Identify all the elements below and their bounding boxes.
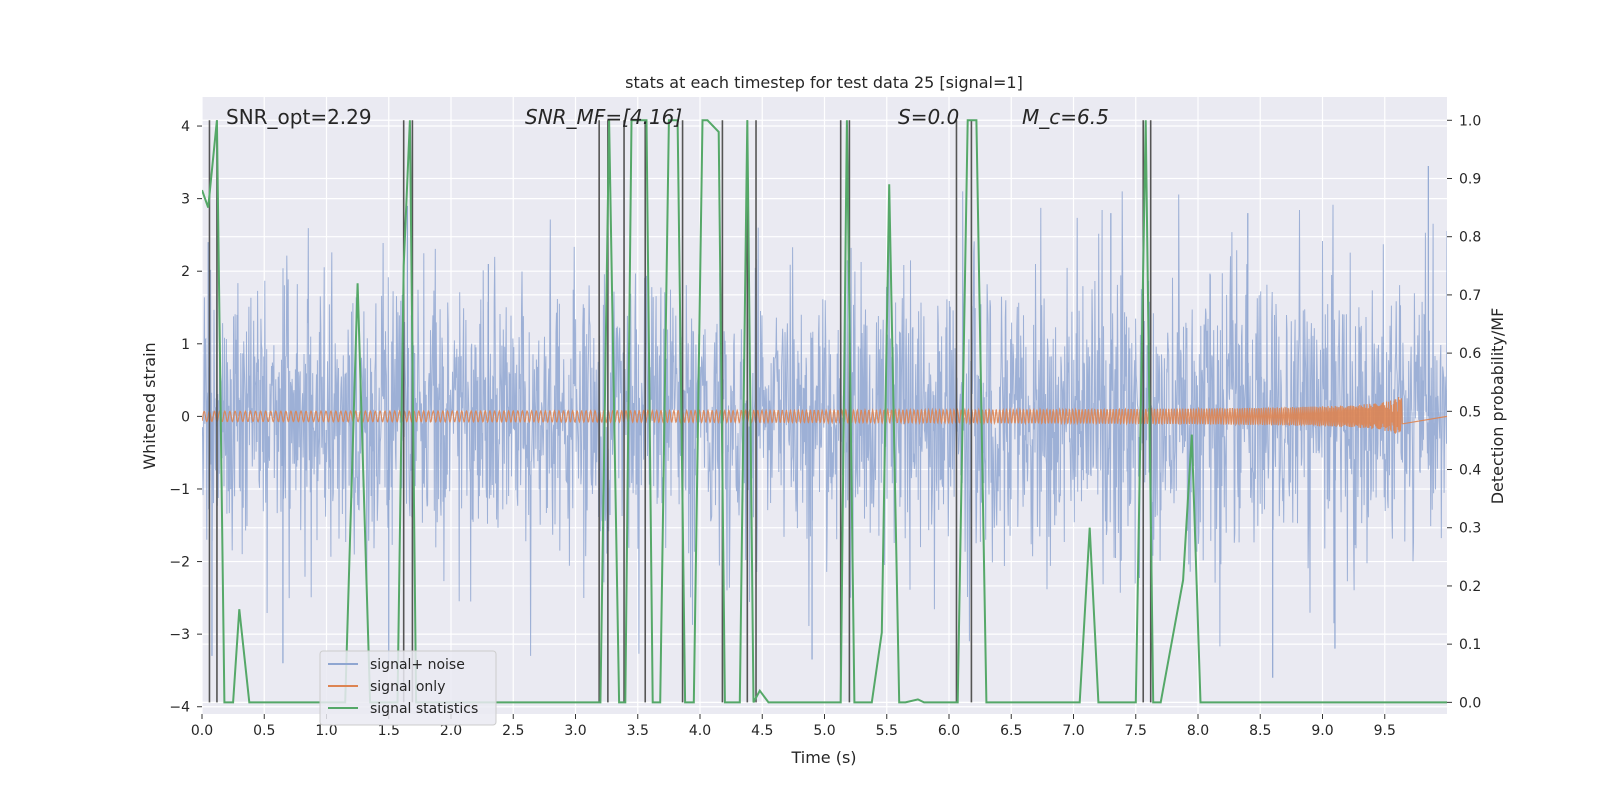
y-tick-label-right: 0.3 xyxy=(1459,521,1481,537)
y-tick-label-right: 1.0 xyxy=(1459,113,1481,129)
x-tick-label: 1.0 xyxy=(315,723,337,739)
y-tick-label-left: −2 xyxy=(169,555,190,571)
x-tick-label: 5.0 xyxy=(813,723,835,739)
x-tick-label: 9.0 xyxy=(1311,723,1333,739)
axes: 0.0 0.5 1.0 1.5 2.0 2.5 3.0 3.5 4.0 4.5 5.0 5.5 6.0 6… xyxy=(169,113,1481,739)
x-tick-label: 8.5 xyxy=(1249,723,1271,739)
x-tick-label: 4.5 xyxy=(751,723,773,739)
x-tick-label: 5.5 xyxy=(876,723,898,739)
x-tick-label: 0.5 xyxy=(253,723,275,739)
y-tick-label-left: −4 xyxy=(169,700,190,716)
noise-series xyxy=(202,165,1447,678)
y-tick-label-right: 0.0 xyxy=(1459,695,1481,711)
annotations: SNR_opt=2.29 SNR_MF=[4.16] S=0.0 M_c=6.5 xyxy=(226,105,1109,129)
x-tick-label: 2.5 xyxy=(502,723,524,739)
y-axis-label-left: Whitened strain xyxy=(140,342,159,469)
y-axis-label-right: Detection probability/MF xyxy=(1488,308,1507,505)
x-axis-label: Time (s) xyxy=(790,748,856,767)
x-tick-label: 8.0 xyxy=(1187,723,1209,739)
x-tick-label: 7.5 xyxy=(1125,723,1147,739)
x-tick-label: 0.0 xyxy=(191,723,213,739)
x-tick-label: 6.0 xyxy=(938,723,960,739)
annotation-snr-opt: SNR_opt=2.29 xyxy=(226,105,372,129)
y-tick-label-left: 1 xyxy=(181,337,190,353)
y-tick-label-left: 0 xyxy=(181,409,190,425)
x-tick-label: 4.0 xyxy=(689,723,711,739)
chart-title: stats at each timestep for test data 25 … xyxy=(625,73,1023,92)
y-tick-label-right: 0.6 xyxy=(1459,346,1481,362)
x-tick-label: 3.0 xyxy=(564,723,586,739)
y-tick-label-left: −1 xyxy=(169,482,190,498)
x-tick-label: 6.5 xyxy=(1000,723,1022,739)
y-tick-label-left: 2 xyxy=(181,264,190,280)
x-tick-label: 2.0 xyxy=(440,723,462,739)
annotation-s: S=0.0 xyxy=(898,105,959,129)
y-tick-label-right: 0.7 xyxy=(1459,288,1481,304)
x-tick-label: 9.5 xyxy=(1374,723,1396,739)
annotation-snr-mf: SNR_MF=[4.16] xyxy=(525,105,682,129)
y-tick-label-right: 0.8 xyxy=(1459,230,1481,246)
legend-entry-signal: signal only xyxy=(370,679,445,695)
legend: signal+ noise signal only signal statist… xyxy=(319,650,497,726)
y-tick-label-left: −3 xyxy=(169,627,190,643)
y-tick-label-right: 0.5 xyxy=(1459,404,1481,420)
y-tick-label-right: 0.9 xyxy=(1459,171,1481,187)
y-tick-label-right: 0.2 xyxy=(1459,579,1481,595)
x-tick-label: 3.5 xyxy=(627,723,649,739)
y-tick-label-left: 4 xyxy=(181,119,190,135)
legend-entry-noise: signal+ noise xyxy=(370,657,465,673)
annotation-mc: M_c=6.5 xyxy=(1022,105,1109,129)
legend-box xyxy=(319,650,497,726)
y-tick-label-right: 0.1 xyxy=(1459,637,1481,653)
y-tick-label-left: 3 xyxy=(181,192,190,208)
noise-trace xyxy=(202,191,1447,656)
x-tick-label: 1.5 xyxy=(378,723,400,739)
legend-entry-statistics: signal statistics xyxy=(370,701,478,717)
y-tick-label-right: 0.4 xyxy=(1459,463,1481,479)
x-tick-label: 7.0 xyxy=(1062,723,1084,739)
